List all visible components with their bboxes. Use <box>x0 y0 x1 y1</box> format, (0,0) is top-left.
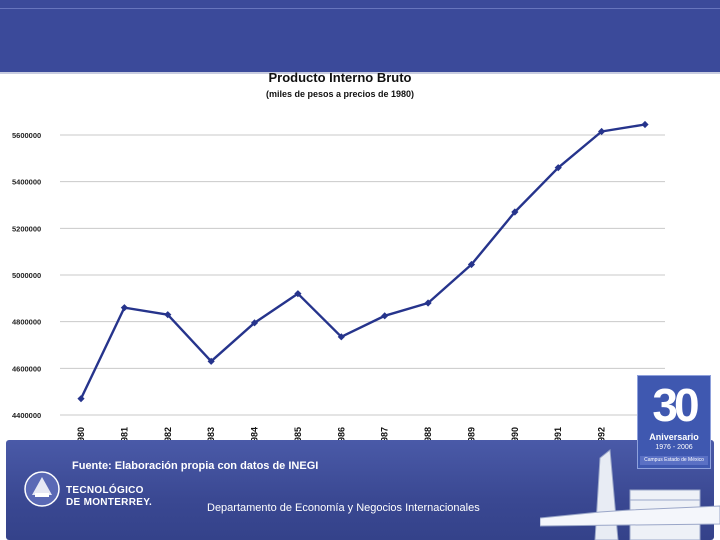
chart-title: Producto Interno Bruto <box>269 70 412 85</box>
x-tick-label: 1981 <box>119 427 129 440</box>
anniversary-campus: Campus Estado de México <box>640 456 708 465</box>
y-axis: 4400000 4600000 4800000 5000000 5200000 54000… <box>12 131 41 420</box>
x-tick-label: 1983 <box>206 427 216 440</box>
x-tick-label: 1990 <box>510 427 520 440</box>
y-tick-label: 4600000 <box>12 364 41 373</box>
anniversary-number: 30 <box>652 379 699 431</box>
tec-logo-seal-icon <box>24 471 60 507</box>
y-tick-label: 4400000 <box>12 411 41 420</box>
chart-subtitle: (miles de pesos a precios de 1980) <box>266 89 414 99</box>
data-point <box>467 260 476 269</box>
x-axis: 1980 1981 1982 1983 1984 1985 1986 1987 1988 1989… <box>76 427 650 440</box>
logo-text-line-1: TECNOLÓGICO <box>66 485 144 496</box>
data-point <box>641 120 649 129</box>
x-tick-label: 1991 <box>553 427 563 440</box>
x-tick-label: 1988 <box>423 427 433 440</box>
data-point <box>164 311 172 319</box>
data-point <box>207 357 215 365</box>
x-tick-label: 1992 <box>597 427 607 440</box>
x-tick-label: 1980 <box>76 427 86 440</box>
x-tick-label: 1986 <box>336 427 346 440</box>
department-name: Departamento de Economía y Negocios Inte… <box>207 502 480 514</box>
gdp-line-chart: Producto Interno Bruto (miles de pesos a… <box>12 70 665 440</box>
data-point <box>250 319 259 327</box>
logo-text-line-2: DE MONTERREY. <box>66 497 153 508</box>
x-tick-label: 1982 <box>163 427 173 440</box>
data-point <box>381 312 389 320</box>
data-point <box>511 208 519 216</box>
y-tick-label: 5600000 <box>12 131 41 140</box>
data-point <box>554 164 562 172</box>
y-tick-label: 5400000 <box>12 178 41 187</box>
y-tick-label: 5000000 <box>12 271 41 280</box>
grid <box>60 134 665 416</box>
series-line <box>79 123 646 400</box>
anniversary-years: 1976 - 2006 <box>655 444 693 451</box>
data-point <box>337 333 345 341</box>
x-tick-label: 1987 <box>380 427 390 440</box>
title-band-edge <box>0 8 720 9</box>
x-tick-label: 1985 <box>293 427 303 440</box>
campus-building-icon <box>540 449 720 540</box>
series-points <box>77 120 649 403</box>
x-tick-label: 1984 <box>250 427 260 440</box>
title-band <box>0 0 720 74</box>
y-tick-label: 5200000 <box>12 224 41 233</box>
anniversary-badge: 30 Aniversario 1976 - 2006 Campus Estado… <box>637 375 711 469</box>
y-tick-label: 4800000 <box>12 318 41 327</box>
x-tick-label: 1989 <box>466 427 476 440</box>
data-point <box>424 299 432 307</box>
anniversary-word: Aniversario <box>649 432 699 442</box>
series-line-path <box>79 123 646 400</box>
data-point <box>77 395 85 403</box>
source-note: Fuente: Elaboración propia con datos de … <box>72 460 319 472</box>
